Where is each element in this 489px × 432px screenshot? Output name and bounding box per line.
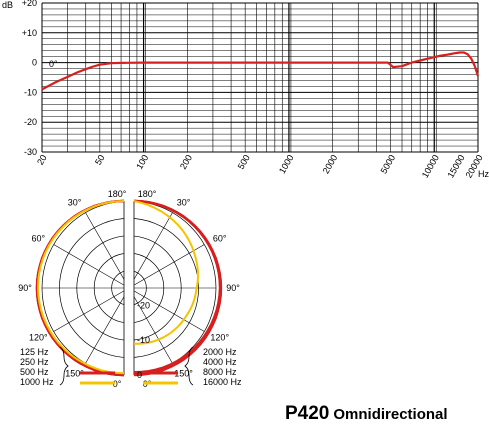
polar-angle-labels: 180° 150° 120° 90° 60° 30° 0° 180° 150° 120° 90° 60… — [18, 189, 240, 389]
polar-spoke — [128, 287, 173, 364]
y-tick-label: +20 — [22, 0, 37, 8]
angle-label-right: 150° — [174, 369, 193, 379]
x-tick-label: 500 — [236, 153, 252, 171]
angle-label-right: 90° — [226, 283, 240, 293]
x-unit-label: Hz — [478, 169, 489, 179]
polar-pattern-name: Omnidirectional — [333, 406, 448, 423]
polar-spoke — [85, 212, 130, 289]
x-tick-label: 10000 — [420, 153, 441, 180]
legend-label: 4000 Hz — [203, 357, 237, 367]
x-tick-label: 50 — [93, 153, 107, 167]
radial-label: 0 — [137, 370, 142, 380]
polar-pattern-chart: 180° 150° 120° 90° 60° 30° 0° 180° 150° 120° 90° 60… — [18, 189, 242, 389]
y-tick-label: -30 — [24, 147, 37, 157]
polar-curves — [35, 199, 223, 377]
polar-spoke — [53, 244, 130, 289]
polar-curve — [37, 200, 125, 375]
y-unit-label: dB — [2, 0, 13, 10]
y-tick-label: -20 — [24, 117, 37, 127]
y-tick-label: -10 — [24, 87, 37, 97]
x-tick-label: 200 — [178, 153, 194, 171]
angle-label-left: 90° — [18, 283, 32, 293]
polar-curve — [133, 199, 222, 374]
angle-label-left: 150° — [65, 369, 84, 379]
model-name: P420 — [285, 403, 330, 424]
radial-label: -20 — [137, 300, 150, 310]
legend-label: 500 Hz — [20, 367, 49, 377]
x-tick-label: 100 — [134, 153, 150, 171]
y-tick-labels: +20 +10 0 -10 -20 -30 — [22, 0, 37, 157]
product-title: P420 Omnidirectional — [285, 403, 448, 425]
angle-label-left: 60° — [31, 234, 45, 244]
polar-spoke — [53, 287, 130, 332]
legend-label: 16000 Hz — [203, 377, 242, 387]
x-tick-label: 2000 — [321, 153, 340, 175]
y-tick-label: 0 — [32, 58, 37, 68]
angle-label-left: 0° — [113, 379, 122, 389]
x-tick-label: 5000 — [379, 153, 398, 175]
x-tick-label: 20 — [35, 153, 49, 167]
radial-label: -10 — [137, 335, 150, 345]
angle-label-right: 60° — [213, 234, 227, 244]
angle-label-left: 30° — [68, 197, 82, 207]
reference-angle-label: 0° — [49, 59, 58, 69]
legend-brace — [59, 346, 69, 386]
legend-label: 2000 Hz — [203, 347, 237, 357]
polar-center-gap — [124, 195, 134, 381]
polar-curve — [133, 200, 199, 345]
response-curve — [41, 51, 480, 91]
polar-grid — [41, 195, 217, 381]
legend-brace — [184, 346, 194, 386]
legend-label: 125 Hz — [20, 347, 49, 357]
frequency-response-chart: +20 +10 0 -10 -20 -30 20 50 100 200 500 1000 2000 50… — [2, 0, 489, 180]
x-tick-label: 1000 — [277, 153, 296, 175]
legend-label: 250 Hz — [20, 357, 49, 367]
polar-spoke — [128, 287, 205, 332]
legend-label: 8000 Hz — [203, 367, 237, 377]
polar-spoke — [85, 287, 130, 364]
angle-label-left: 120° — [29, 333, 48, 343]
angle-label-left: 180° — [108, 189, 127, 199]
polar-spoke — [128, 244, 205, 289]
legend-label: 1000 Hz — [20, 377, 54, 387]
y-tick-label: +10 — [22, 28, 37, 38]
angle-label-right: 30° — [177, 197, 191, 207]
frequency-grid — [41, 2, 479, 153]
angle-label-right: 180° — [138, 189, 157, 199]
angle-label-right: 120° — [210, 333, 229, 343]
polar-spoke — [128, 212, 173, 289]
